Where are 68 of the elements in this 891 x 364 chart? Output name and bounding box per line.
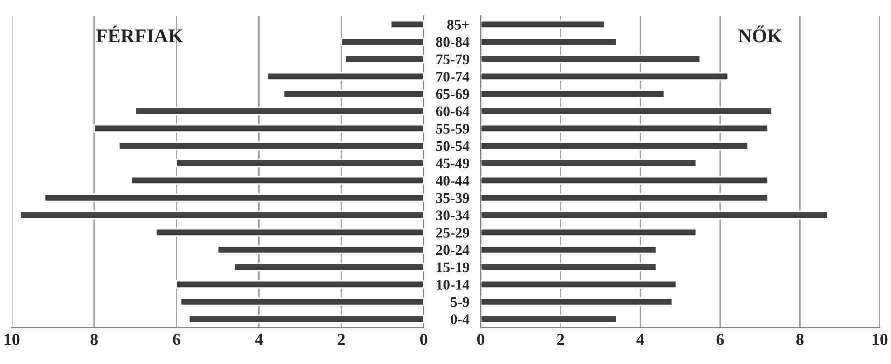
x-tick-label: 2	[557, 334, 564, 346]
bar	[345, 55, 424, 64]
x-tick-label: 4	[255, 334, 264, 346]
bar	[94, 124, 424, 133]
bar	[44, 194, 424, 202]
y-tick-label: 35-39	[436, 193, 470, 204]
y-tick-label: 0-4	[451, 314, 470, 324]
bar	[176, 280, 424, 289]
bar	[481, 298, 674, 306]
chart-title: FÉRFIAK	[96, 26, 184, 43]
bar	[481, 124, 769, 133]
bar	[481, 72, 730, 82]
bar	[283, 90, 424, 98]
bar	[481, 107, 773, 116]
x-tick-label: 6	[716, 334, 724, 346]
y-tick-label: 30-34	[436, 210, 470, 221]
y-tick-label: 20-24	[436, 245, 470, 256]
bar	[481, 210, 829, 220]
bar	[390, 20, 424, 30]
x-tick-label: 8	[90, 334, 98, 346]
x-tick-label: 8	[796, 334, 804, 346]
y-tick-label: 10-14	[437, 280, 470, 290]
y-tick-label: 5-9	[451, 297, 470, 308]
bar	[481, 314, 618, 324]
bar	[481, 246, 658, 254]
x-tick-label: 2	[338, 334, 346, 346]
bar	[481, 158, 698, 168]
x-tick-label: 0	[420, 334, 428, 346]
y-tick-label: 25-29	[436, 228, 470, 238]
y-tick-label: 15-19	[437, 262, 470, 273]
bar	[217, 246, 424, 254]
bar	[20, 210, 424, 220]
bar	[481, 280, 678, 289]
bar	[234, 262, 424, 272]
bar	[266, 72, 424, 82]
y-tick-label: 80-84	[436, 37, 470, 48]
y-tick-label: 75-79	[436, 54, 470, 65]
chart-title: NŐK	[738, 26, 782, 43]
y-tick-label: 60-64	[436, 106, 470, 117]
bar	[481, 90, 666, 98]
bar	[118, 142, 424, 150]
y-tick-label: 70-74	[436, 72, 470, 82]
bar	[130, 176, 424, 185]
bar	[481, 20, 606, 30]
bar	[481, 142, 750, 150]
y-tick-label: 55-59	[436, 124, 470, 134]
bar	[481, 228, 698, 237]
bar	[481, 176, 769, 185]
x-tick-label: 10	[873, 334, 888, 346]
y-tick-label: 40-44	[436, 176, 470, 186]
y-tick-label: 65-69	[436, 89, 470, 100]
bar	[481, 262, 658, 272]
bar	[176, 158, 424, 168]
bar	[156, 228, 424, 237]
x-tick-label: 4	[636, 334, 644, 346]
y-tick-label: 85+	[447, 20, 470, 30]
bar	[188, 314, 424, 324]
bar	[481, 194, 769, 202]
x-tick-label: 10	[5, 334, 20, 346]
bar	[180, 298, 424, 306]
x-tick-label: 0	[477, 334, 485, 346]
bar	[134, 107, 424, 116]
y-tick-label: 45-49	[436, 158, 470, 169]
bar	[481, 38, 618, 46]
x-tick-label: 6	[173, 334, 180, 346]
bar	[481, 55, 702, 64]
y-tick-label: 50-54	[436, 141, 470, 152]
bar	[340, 38, 424, 46]
